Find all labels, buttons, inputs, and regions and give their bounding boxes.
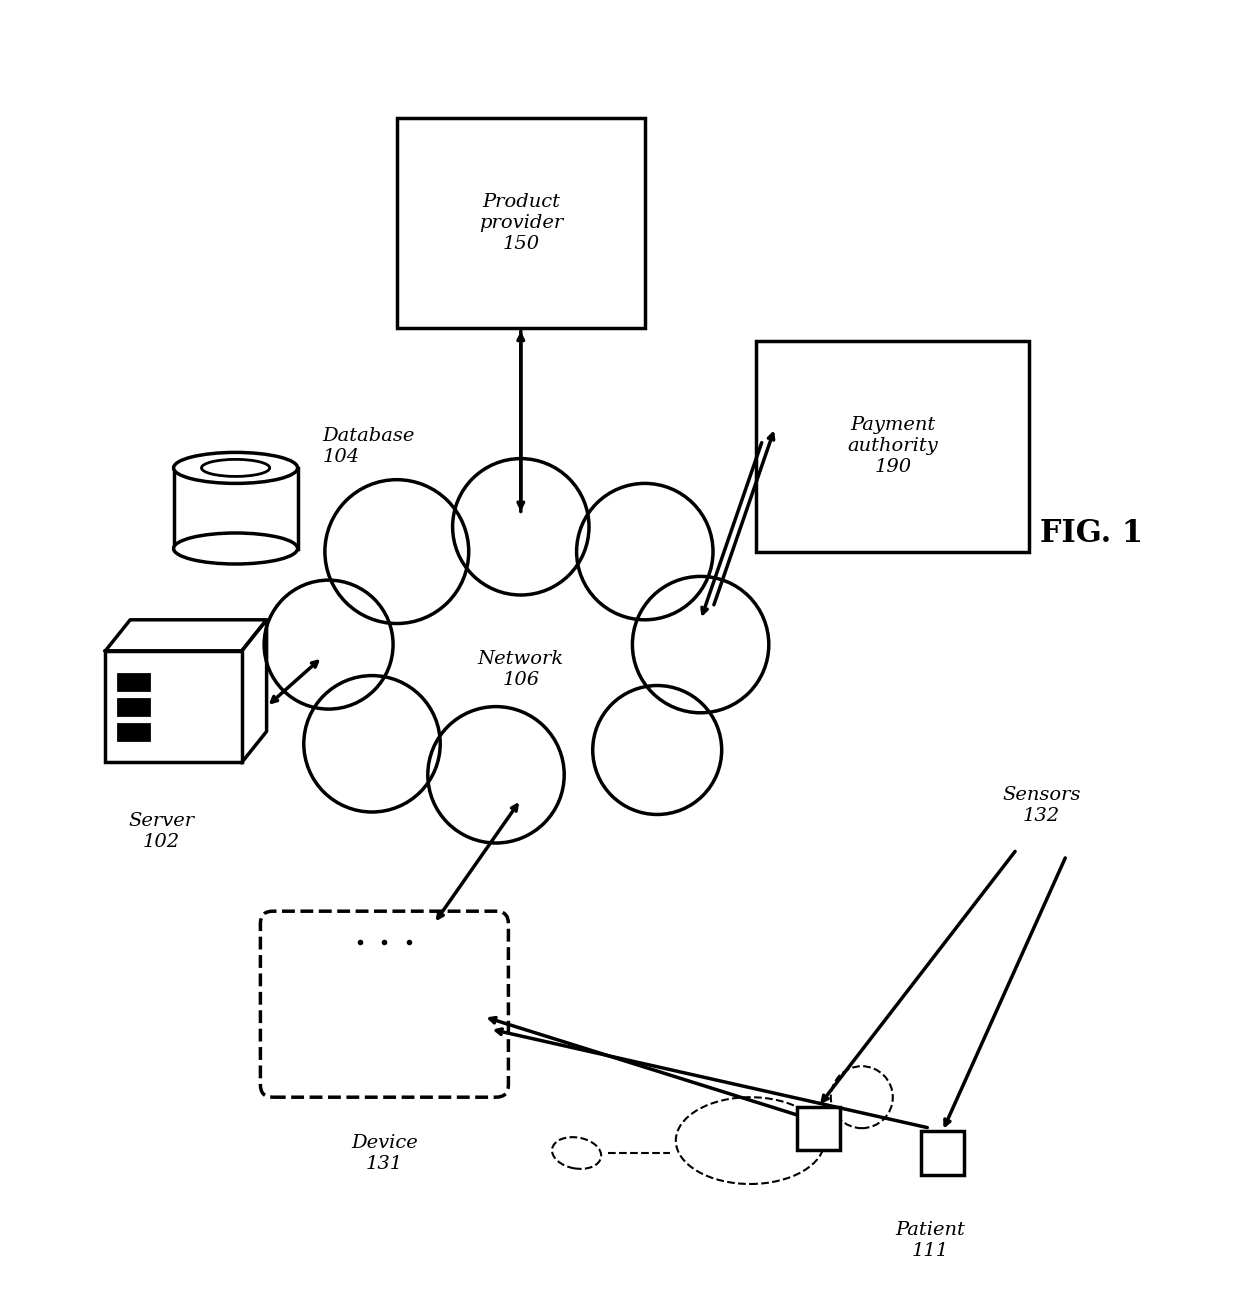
Text: Product
provider
150: Product provider 150 [479, 193, 563, 252]
Circle shape [632, 577, 769, 712]
Circle shape [428, 707, 564, 844]
Bar [397, 117, 645, 328]
Bar [797, 1106, 841, 1150]
Bar [920, 1131, 965, 1175]
Circle shape [831, 1066, 893, 1129]
Circle shape [577, 484, 713, 620]
Ellipse shape [676, 1097, 825, 1184]
Circle shape [325, 480, 469, 624]
Bar [118, 724, 149, 740]
Ellipse shape [201, 460, 270, 477]
Circle shape [264, 579, 393, 710]
Bar [174, 468, 298, 548]
Circle shape [593, 686, 722, 815]
Bar [105, 650, 242, 762]
Circle shape [453, 459, 589, 595]
Text: Network
106: Network 106 [477, 650, 564, 689]
Bar [118, 699, 149, 715]
Text: FIG. 1: FIG. 1 [1039, 518, 1143, 548]
Text: Server
102: Server 102 [128, 812, 195, 850]
Ellipse shape [322, 520, 719, 794]
Bar [118, 674, 149, 690]
Ellipse shape [174, 452, 298, 484]
Polygon shape [105, 620, 267, 650]
FancyBboxPatch shape [260, 911, 508, 1097]
Ellipse shape [552, 1137, 601, 1169]
Text: Payment
authority
190: Payment authority 190 [847, 417, 939, 476]
Text: Database
104: Database 104 [322, 427, 414, 465]
Text: Device
131: Device 131 [351, 1134, 418, 1173]
Ellipse shape [174, 533, 298, 564]
Circle shape [304, 675, 440, 812]
Text: Patient
111: Patient 111 [895, 1221, 965, 1260]
Polygon shape [242, 620, 267, 762]
Bar [756, 340, 1029, 552]
Text: Sensors
132: Sensors 132 [1002, 786, 1081, 825]
